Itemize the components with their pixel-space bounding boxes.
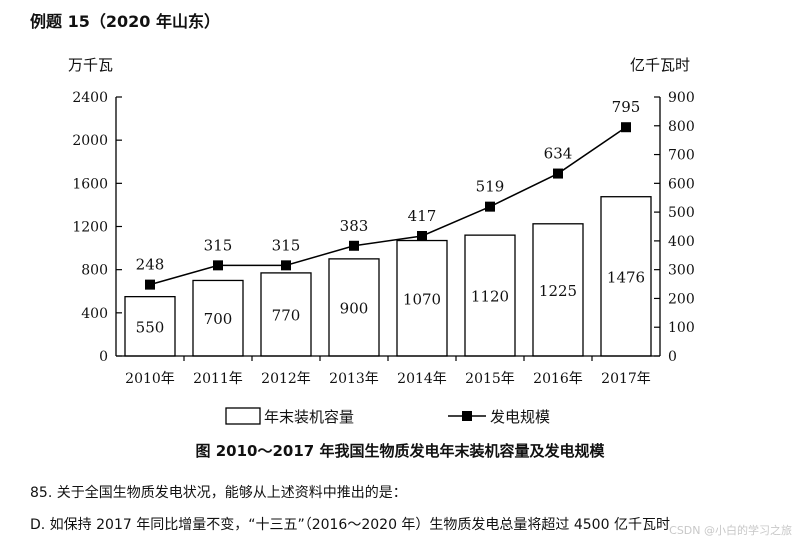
x-tick-label: 2016年 <box>533 371 583 387</box>
watermark: CSDN @小白的学习之旅 <box>669 524 792 537</box>
legend-bar-swatch <box>225 407 261 425</box>
y-right-tick-label: 900 <box>668 90 695 106</box>
question-stem: 85. 关于全国生物质发电状况，能够从上述资料中推出的是： <box>30 485 407 501</box>
line-value-label: 248 <box>136 256 165 274</box>
bar-value-label: 550 <box>136 318 165 336</box>
bar <box>328 258 380 357</box>
y-right-tick-label: 100 <box>668 320 695 336</box>
bar <box>260 272 312 357</box>
bar-value-label: 900 <box>340 299 369 317</box>
y-left-tick-label: 2000 <box>72 133 108 149</box>
y-left-tick-label: 1600 <box>72 176 108 192</box>
chart: 550 700 770 900 1070 1120 1225 1476 0 400 800 1200… <box>68 56 695 426</box>
y-left-tick-label: 400 <box>81 306 108 322</box>
line-value-label: 634 <box>544 145 573 163</box>
x-tick-label: 2011年 <box>193 371 243 387</box>
x-tick-label: 2012年 <box>261 371 311 387</box>
legend: 年末装机容量 发电规模 <box>225 407 550 426</box>
line-point <box>485 201 495 212</box>
legend-bar-label: 年末装机容量 <box>264 408 354 426</box>
x-tick-label: 2017年 <box>601 371 651 387</box>
line-value-label: 383 <box>340 217 369 235</box>
bar-value-label: 1120 <box>471 288 509 306</box>
axes-layer: 0 400 800 1200 1600 2000 2400 0 100 200 300 400 500 6… <box>72 90 694 387</box>
y-right-tick-label: 700 <box>668 148 695 164</box>
line-layer <box>145 122 631 290</box>
bar <box>532 223 584 357</box>
y-left-tick-label: 800 <box>81 263 108 279</box>
x-tick-label: 2014年 <box>397 371 447 387</box>
y-left-title: 万千瓦 <box>68 56 113 74</box>
question-option-d: D. 如保持 2017 年同比增量不变，“十三五”（2016～2020 年）生物… <box>30 517 670 533</box>
line-value-label: 795 <box>612 98 641 116</box>
y-right-tick-label: 400 <box>668 234 695 250</box>
y-right-tick-label: 500 <box>668 205 695 221</box>
line-series-path <box>149 126 627 286</box>
y-right-tick-label: 600 <box>668 176 695 192</box>
line-point <box>349 240 359 251</box>
y-right-title: 亿千瓦时 <box>630 56 690 74</box>
figure-caption: 图 2010～2017 年我国生物质发电年末装机容量及发电规模 <box>195 442 605 460</box>
y-left-tick-label: 1200 <box>72 220 108 236</box>
x-tick-label: 2013年 <box>329 371 379 387</box>
bar <box>464 234 516 357</box>
y-left-tick-label: 2400 <box>72 90 108 106</box>
bar <box>124 295 176 357</box>
y-right-tick-label: 800 <box>668 119 695 135</box>
line-value-label: 417 <box>408 207 437 225</box>
legend-line-marker <box>462 411 472 421</box>
line-value-label: 315 <box>204 236 233 254</box>
bars-layer <box>124 196 652 357</box>
bar-value-label: 1476 <box>607 268 645 286</box>
bar-value-label: 1070 <box>403 290 441 308</box>
x-tick-label: 2010年 <box>125 371 175 387</box>
bar-labels-layer: 550 700 770 900 1070 1120 1225 1476 <box>136 268 645 336</box>
line-value-label: 315 <box>272 236 301 254</box>
bar-value-label: 700 <box>204 310 233 328</box>
y-right-tick-label: 200 <box>668 291 695 307</box>
line-point <box>621 122 631 133</box>
bar-value-label: 1225 <box>539 282 577 300</box>
line-labels-layer: 248 315 315 383 417 519 634 795 <box>136 98 641 273</box>
line-point <box>145 279 155 290</box>
y-right-tick-label: 0 <box>668 349 677 365</box>
y-left-tick-label: 0 <box>99 349 108 365</box>
bar <box>600 196 652 357</box>
bar-value-label: 770 <box>272 306 301 324</box>
line-point <box>213 260 223 271</box>
line-point <box>417 230 427 241</box>
x-tick-label: 2015年 <box>465 371 515 387</box>
line-value-label: 519 <box>476 178 505 196</box>
line-point <box>281 260 291 271</box>
y-right-tick-label: 300 <box>668 263 695 279</box>
line-point <box>553 168 563 179</box>
example-title: 例题 15（2020 年山东） <box>30 12 220 31</box>
legend-line-label: 发电规模 <box>490 408 550 426</box>
